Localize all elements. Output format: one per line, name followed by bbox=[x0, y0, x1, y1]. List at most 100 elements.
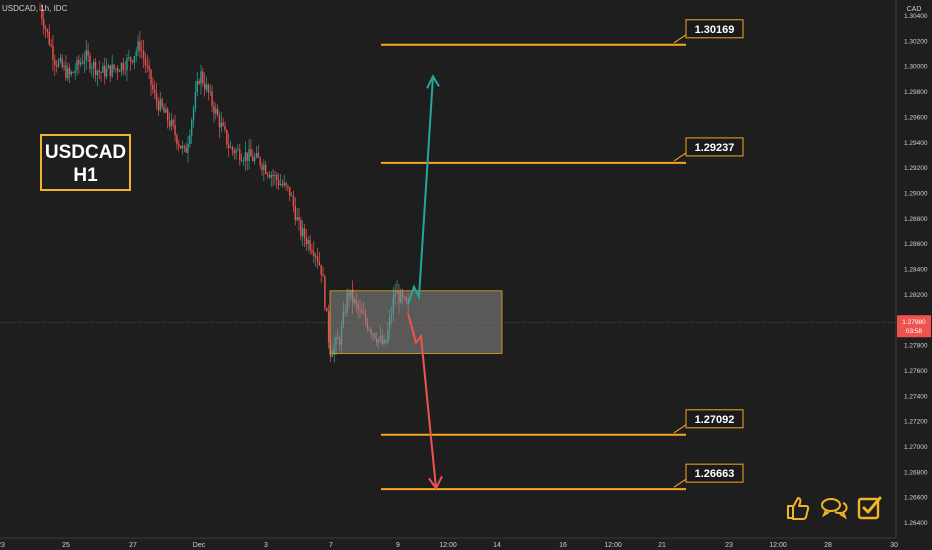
candle-body bbox=[248, 149, 250, 161]
candle-body bbox=[83, 60, 86, 64]
candle-body bbox=[126, 58, 128, 71]
candle-body bbox=[209, 91, 211, 93]
candle-body bbox=[220, 122, 222, 128]
candle-body bbox=[246, 152, 248, 161]
candle-body bbox=[261, 165, 263, 171]
x-axis-background bbox=[0, 538, 932, 550]
candle-body bbox=[111, 64, 113, 77]
candle-body bbox=[142, 50, 145, 59]
candle-body bbox=[137, 41, 139, 52]
level-label[interactable]: 1.30169 bbox=[673, 19, 744, 44]
up-arrowhead bbox=[426, 74, 440, 89]
candle-body bbox=[211, 91, 213, 106]
candle-body bbox=[213, 105, 215, 114]
candle-body bbox=[105, 68, 108, 77]
candle-body bbox=[255, 152, 258, 157]
candle-body bbox=[135, 51, 137, 57]
x-tick-label: 25 bbox=[62, 542, 70, 549]
candle-body bbox=[250, 149, 252, 157]
candle-body bbox=[263, 164, 265, 171]
candle-body bbox=[154, 89, 156, 94]
level-label[interactable]: 1.29237 bbox=[673, 137, 744, 162]
candle-body bbox=[226, 130, 228, 145]
candle-body bbox=[244, 152, 247, 161]
candle-body bbox=[41, 9, 43, 20]
candle-body bbox=[178, 144, 180, 146]
candle-body bbox=[257, 152, 259, 158]
candle-body bbox=[68, 68, 71, 75]
level-label-text: 1.27092 bbox=[695, 414, 735, 426]
candle-body bbox=[107, 65, 110, 69]
level-label-box bbox=[685, 137, 744, 157]
candle-body bbox=[48, 31, 50, 45]
y-tick-label: 1.28200 bbox=[904, 292, 928, 299]
candle-body bbox=[59, 58, 62, 62]
candle-body bbox=[265, 164, 267, 174]
candle-body bbox=[163, 107, 165, 113]
level-label-connector bbox=[673, 478, 687, 488]
candle-body bbox=[89, 55, 91, 69]
candle-body bbox=[115, 68, 117, 70]
candle-body bbox=[67, 68, 69, 79]
candle-body bbox=[100, 72, 102, 74]
x-tick-label: 28 bbox=[824, 542, 832, 549]
candle-body bbox=[305, 238, 308, 245]
x-tick-label: 3 bbox=[264, 542, 268, 549]
candle-body bbox=[302, 228, 304, 237]
candle-body bbox=[161, 99, 163, 108]
checkbox-icon[interactable] bbox=[856, 494, 884, 522]
social-icons bbox=[784, 494, 884, 522]
candle-body bbox=[92, 61, 95, 68]
level-label[interactable]: 1.27092 bbox=[673, 409, 744, 434]
candle-body bbox=[85, 50, 87, 61]
candle-body bbox=[228, 144, 230, 148]
level-label-connector bbox=[673, 34, 687, 44]
x-axis[interactable]: 23 25 27 Dec 3 7 9 12:00 14 16 12:00 21 23 12:00 28 30 bbox=[0, 537, 932, 550]
candle-body bbox=[74, 70, 76, 73]
candle-body bbox=[179, 145, 182, 149]
candle-body bbox=[309, 240, 311, 250]
candle-body bbox=[326, 307, 328, 312]
candle-body bbox=[39, 9, 41, 10]
level-label[interactable]: 1.26663 bbox=[673, 463, 744, 488]
candle-body bbox=[202, 71, 204, 84]
candle-body bbox=[131, 61, 134, 63]
candle-body bbox=[276, 175, 278, 181]
x-tick-label: 23 bbox=[0, 542, 5, 549]
up-arrow-path bbox=[407, 76, 434, 305]
candle-body bbox=[316, 255, 319, 262]
candle-body bbox=[274, 175, 276, 177]
candle-body bbox=[80, 62, 82, 65]
candle-body bbox=[200, 71, 202, 84]
candle-body bbox=[50, 44, 52, 46]
symbol-label: USDCAD, 1h, IDC bbox=[2, 4, 68, 13]
horizontal-levels[interactable]: 1.30169 1.29237 1.27092 1.26663 bbox=[381, 19, 744, 491]
candle-body bbox=[159, 99, 161, 111]
candle-body bbox=[242, 160, 245, 162]
candle-body bbox=[322, 274, 324, 277]
candle-body bbox=[139, 41, 141, 51]
candle-body bbox=[96, 70, 99, 76]
candle-body bbox=[307, 240, 309, 245]
x-tick-label: 9 bbox=[396, 542, 400, 549]
candle-body bbox=[287, 185, 289, 187]
candle-body bbox=[78, 59, 80, 65]
candle-body bbox=[290, 195, 293, 197]
candle-body bbox=[146, 65, 148, 67]
chat-bubbles-icon[interactable] bbox=[820, 494, 848, 522]
down-arrow-path bbox=[407, 313, 437, 489]
candle-body bbox=[320, 264, 322, 275]
candle-body bbox=[120, 63, 123, 72]
candle-body bbox=[331, 354, 333, 357]
y-tick-label: 1.28400 bbox=[904, 267, 928, 274]
candle-body bbox=[259, 157, 261, 166]
candle-body bbox=[235, 150, 237, 154]
candle-body bbox=[318, 261, 321, 265]
candle-body bbox=[133, 56, 136, 63]
thumbs-up-icon[interactable] bbox=[784, 494, 812, 522]
candle-body bbox=[194, 91, 197, 109]
candle-body bbox=[87, 50, 89, 56]
candle-body bbox=[129, 57, 132, 62]
